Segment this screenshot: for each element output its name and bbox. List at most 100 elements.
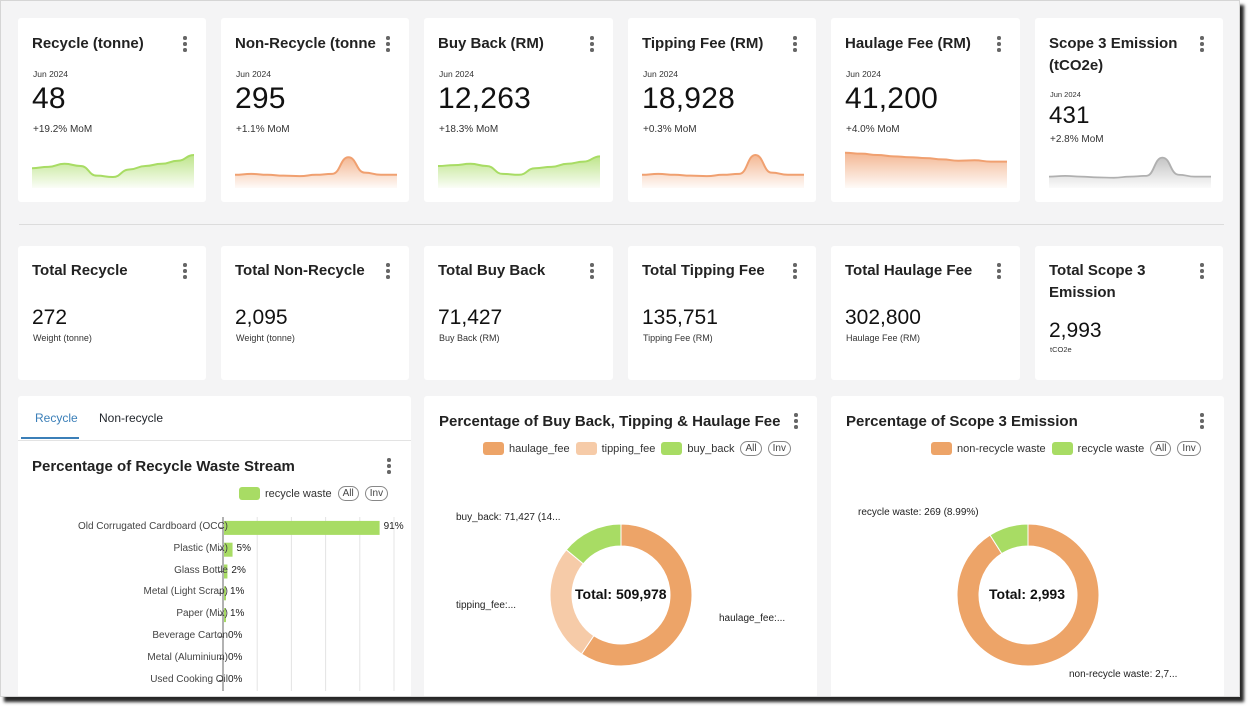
more-options-icon[interactable] [584,35,600,53]
more-options-icon[interactable] [381,457,397,475]
more-options-icon[interactable] [584,262,600,280]
fee-donut-chart [549,523,693,667]
waste-tabs: Recycle Non-recycle [18,396,411,441]
kpi-period: Jun 2024 [1050,90,1081,99]
total-title: Total Scope 3 Emission [1049,262,1146,301]
legend-item-non-recycle-waste[interactable]: non-recycle waste [931,442,1046,455]
legend-all-button[interactable]: All [337,486,359,501]
more-options-icon[interactable] [177,262,193,280]
legend-invert-button[interactable]: Inv [1177,441,1201,456]
legend-item-recycle-waste[interactable]: recycle waste [1051,442,1144,455]
bar-category-label: Used Cooking Oil [150,673,228,685]
kpi-value: 12,263 [438,82,531,115]
bar-value-label: 1% [230,608,245,620]
legend-invert-button[interactable]: Inv [767,441,791,456]
donut-center-total: Total: 2,993 [989,586,1065,602]
donut-slice-recycle-waste[interactable] [989,523,1029,555]
bar-category-label: Metal (Light Scrap) [143,586,228,598]
kpi-delta: +18.3% MoM [439,124,499,135]
kpi-card-scope3: Scope 3 Emission (tCO2e) Jun 2024 431 +2… [1035,18,1223,202]
emission-share-panel: Percentage of Scope 3 Emission non-recyc… [831,396,1224,696]
total-title: Total Non-Recycle [235,262,365,279]
kpi-period: Jun 2024 [236,69,271,79]
total-value: 2,095 [235,306,288,329]
total-value: 2,993 [1049,319,1102,342]
kpi-value: 295 [235,82,286,115]
legend-swatch [575,442,597,455]
more-options-icon[interactable] [991,262,1007,280]
sparkline-line [438,155,600,176]
sparkline-area [1049,157,1211,188]
kpi-delta: +4.0% MoM [846,124,900,135]
legend-item-haulage-fee[interactable]: haulage_fee [483,442,570,455]
more-options-icon[interactable] [1194,412,1210,430]
kpi-card-tipping-fee: Tipping Fee (RM) Jun 2024 18,928 +0.3% M… [628,18,816,202]
bar-category-label: Beverage Carton [152,630,228,641]
bar-value-label: 0% [228,673,243,685]
legend-swatch [483,442,504,455]
legend-item-buy-back[interactable]: buy_back [661,442,734,455]
legend-all-button[interactable]: All [740,441,762,456]
active-tab-indicator [21,437,79,439]
more-options-icon[interactable] [380,35,396,53]
emission-donut-chart [956,523,1100,667]
donut-slice-haulage-fee[interactable] [580,523,693,667]
legend-label: tipping_fee [601,442,656,455]
more-options-icon[interactable] [1194,35,1210,53]
donut-slice-non-recycle-waste[interactable] [956,523,1100,667]
kpi-period: Jun 2024 [643,69,678,79]
sparkline-line [235,156,397,178]
donut-slice-buy-back[interactable] [565,523,622,565]
sparkline [1049,156,1211,188]
kpi-title: Recycle (tonne) [32,35,144,52]
kpi-value: 18,928 [642,82,735,115]
legend-invert-button[interactable]: Inv [364,486,389,501]
kpi-period: Jun 2024 [33,69,68,79]
legend-item-tipping-fee[interactable]: tipping_fee [575,442,656,455]
tab-recycle[interactable]: Recycle [35,411,78,425]
kpi-period: Jun 2024 [846,69,881,79]
donut-center-total: Total: 509,978 [575,586,667,602]
slice-label-non-recycle-waste: non-recycle waste: 2,7... [1069,669,1178,680]
more-options-icon[interactable] [991,35,1007,53]
more-options-icon[interactable] [380,262,396,280]
legend-label: buy_back [687,442,735,455]
legend-label: recycle waste [265,487,332,500]
total-card-haulage-fee: Total Haulage Fee 302,800 Haulage Fee (R… [831,246,1020,380]
legend-all-button[interactable]: All [1150,441,1172,456]
waste-chart-title: Percentage of Recycle Waste Stream [32,458,295,475]
sparkline-area [642,155,804,188]
total-card-recycle: Total Recycle 272 Weight (tonne) [18,246,206,380]
tab-non-recycle[interactable]: Non-recycle [99,411,164,425]
legend-label: non-recycle waste [957,442,1046,455]
bar-value-label: 5% [236,542,251,554]
slice-label-recycle-waste: recycle waste: 269 (8.99%) [858,507,979,518]
bar-value-label: 91% [383,521,404,532]
sparkline [438,155,600,188]
more-options-icon[interactable] [787,262,803,280]
sparkline-area [845,152,1007,188]
more-options-icon[interactable] [787,35,803,53]
fee-chart-title: Percentage of Buy Back, Tipping & Haulag… [439,413,781,430]
legend-label: haulage_fee [509,442,570,455]
kpi-card-non-recycle: Non-Recycle (tonne Jun 2024 295 +1.1% Mo… [221,18,409,202]
bar[interactable] [224,520,380,535]
total-value: 135,751 [642,306,718,329]
emission-legend: non-recycle waste recycle waste All Inv [931,441,1201,456]
kpi-value: 48 [32,82,66,115]
legend-swatch [661,442,683,455]
kpi-card-recycle: Recycle (tonne) Jun 2024 48 +19.2% MoM [18,18,206,202]
bar-category-label: Plastic (Mix) [173,542,228,554]
total-unit: Weight (tonne) [33,333,92,343]
sparkline-area [438,156,600,188]
legend-swatch [239,487,260,500]
legend-item-recycle-waste[interactable]: recycle waste [239,487,332,500]
waste-legend: recycle waste All Inv [239,486,389,501]
more-options-icon[interactable] [1194,262,1210,280]
kpi-delta: +19.2% MoM [33,124,93,135]
more-options-icon[interactable] [177,35,193,53]
waste-stream-panel: Recycle Non-recycle Percentage of Recycl… [18,396,411,696]
kpi-title: Tipping Fee (RM) [642,35,764,52]
more-options-icon[interactable] [788,412,804,430]
